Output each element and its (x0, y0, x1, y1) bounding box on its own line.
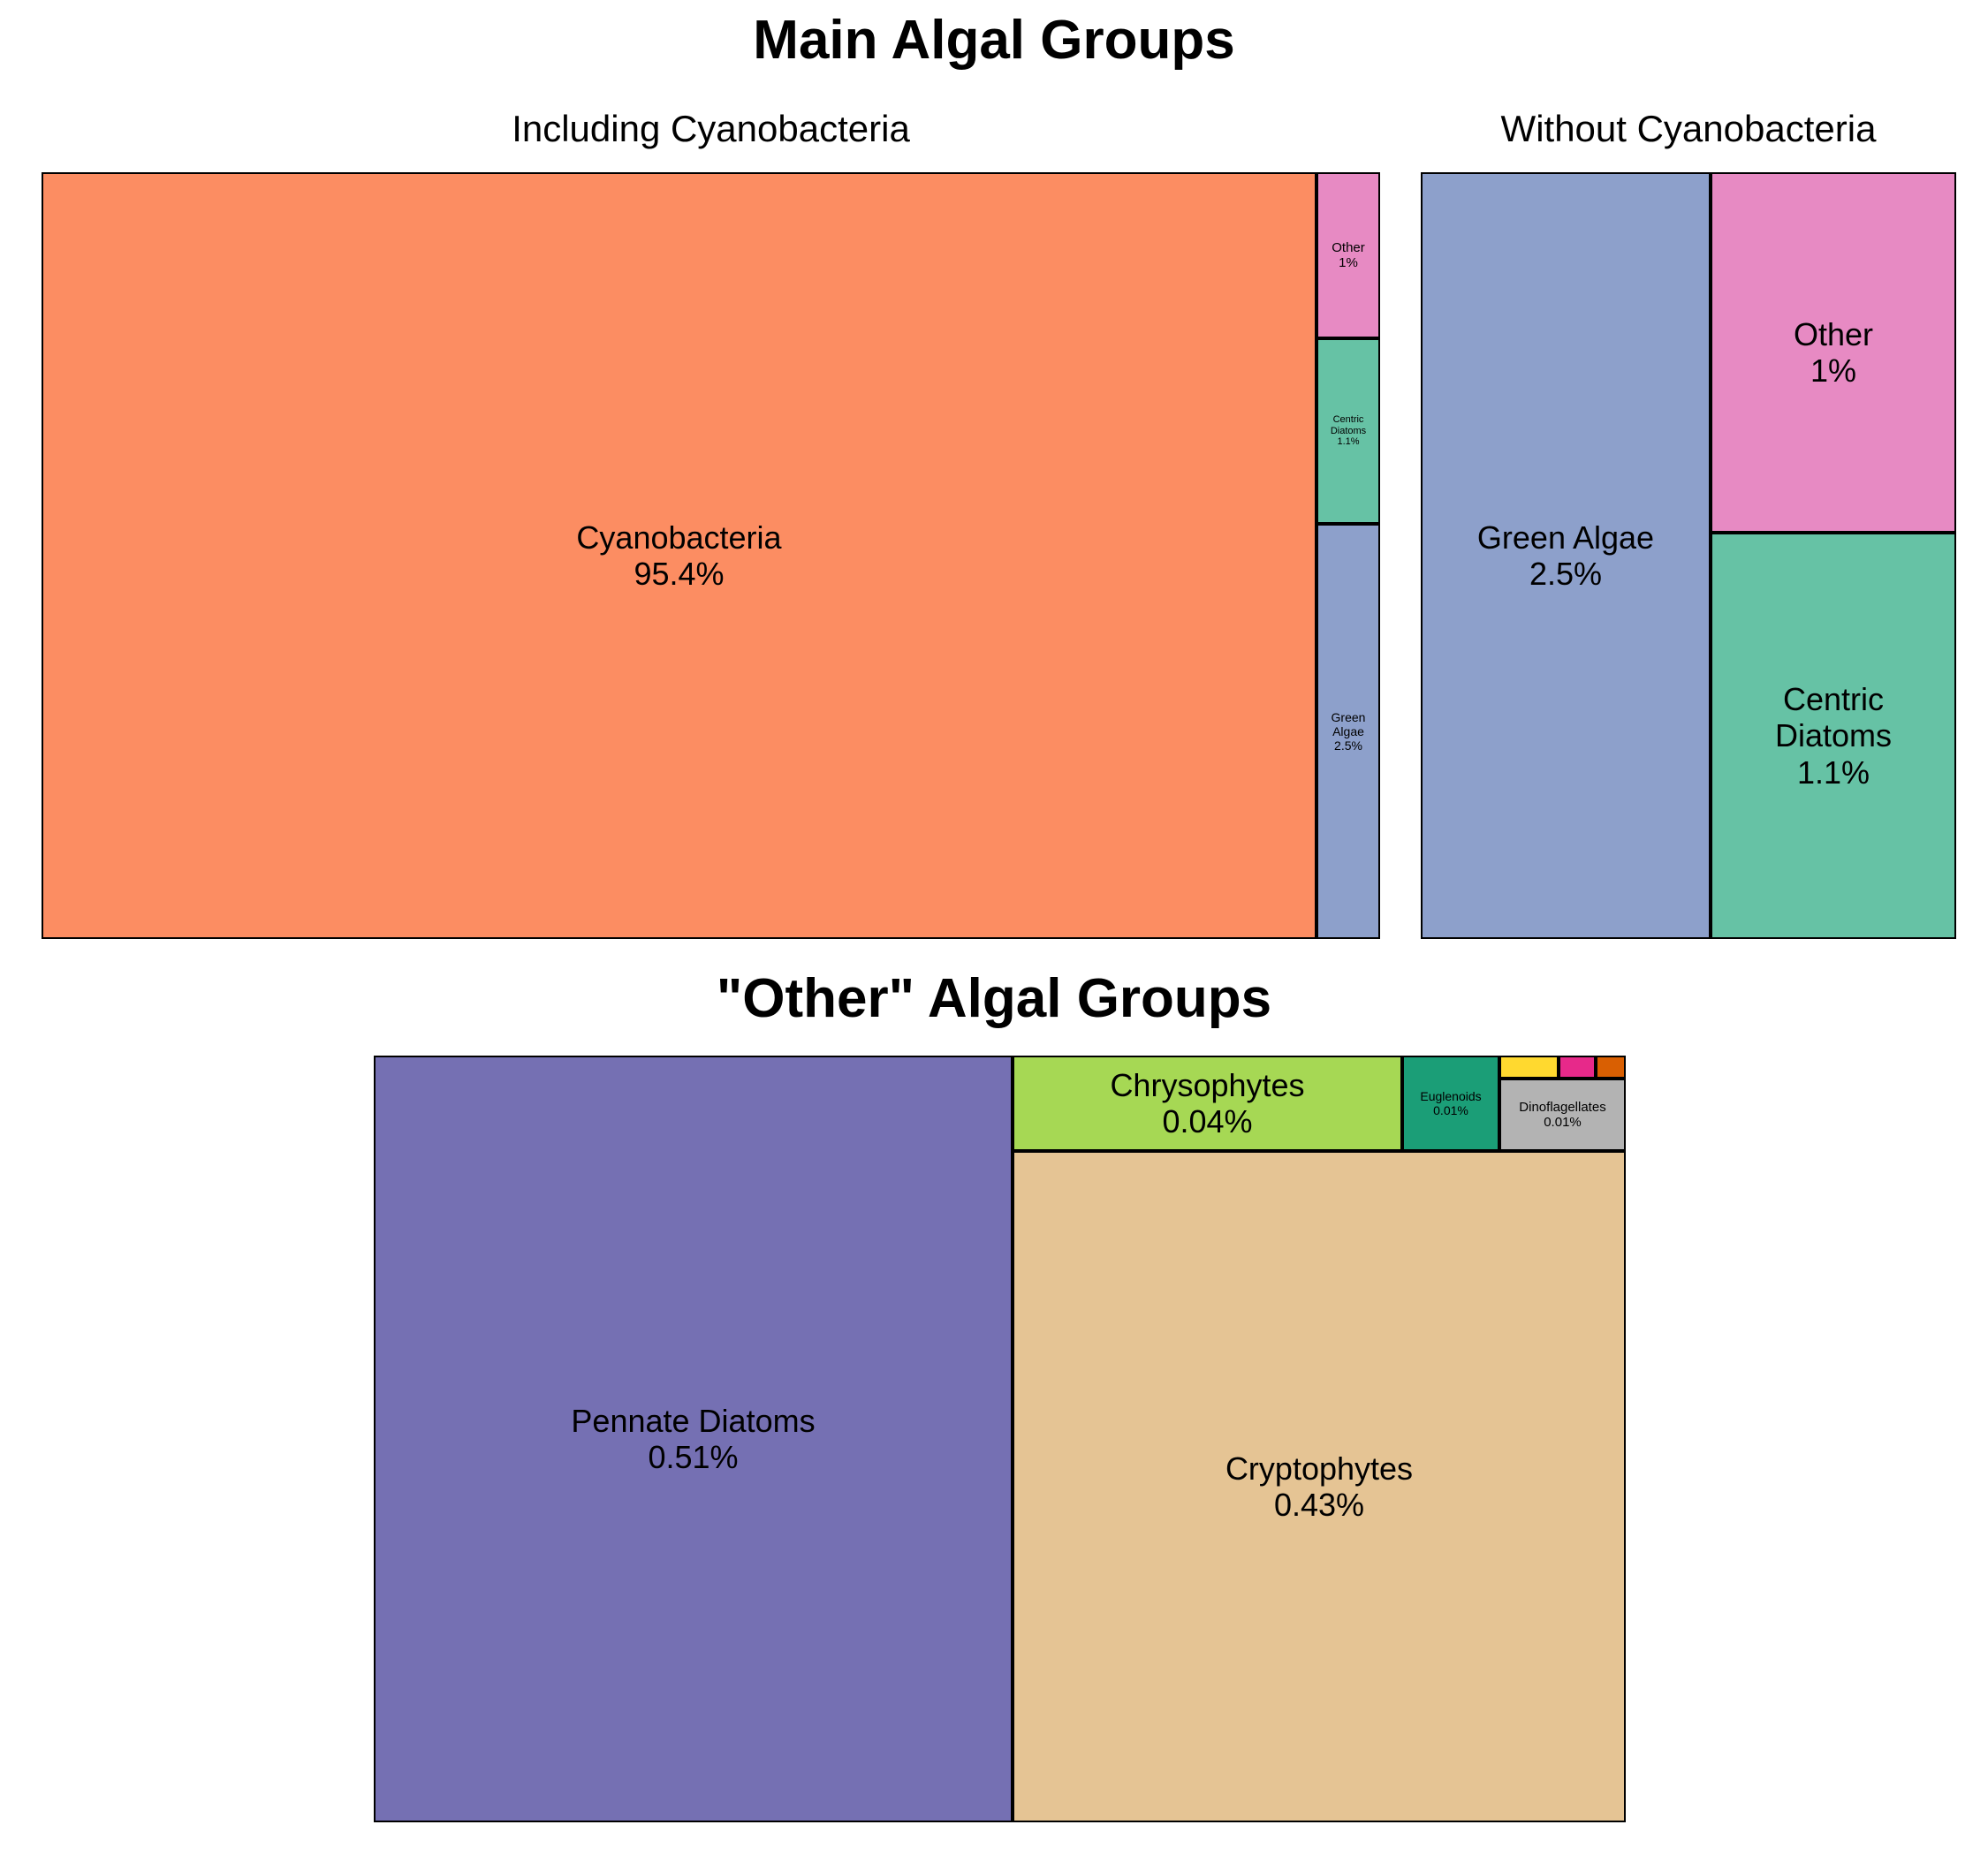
tile-pennate-diatoms: Pennate Diatoms 0.51% (374, 1056, 1013, 1822)
tile-euglenoids: Euglenoids 0.01% (1402, 1056, 1499, 1151)
tile-chrysophytes: Chrysophytes 0.04% (1013, 1056, 1402, 1151)
tile-centric-diatoms: Centric Diatoms 1.1% (1711, 533, 1956, 939)
tile-label: Centric Diatoms 1.1% (1330, 414, 1367, 448)
tile-label: Chrysophytes 0.04% (1110, 1066, 1305, 1140)
tile-label: Cryptophytes 0.43% (1225, 1450, 1414, 1523)
tile-label: Green Algae 2.5% (1331, 709, 1366, 753)
treemap-other-groups: Pennate Diatoms 0.51% Chrysophytes 0.04% E… (374, 1056, 1626, 1822)
tile-green-algae: Green Algae 2.5% (1421, 172, 1711, 939)
panel-title-including-cyanobacteria: Including Cyanobacteria (512, 108, 910, 149)
tile-label: Other 1% (1793, 315, 1874, 389)
tile-other: Other 1% (1711, 172, 1956, 533)
tile-label: Euglenoids 0.01% (1420, 1088, 1482, 1117)
tile-dinoflagellates: Dinoflagellates 0.01% (1499, 1079, 1626, 1151)
tile-small-group-orange (1596, 1056, 1626, 1079)
panel-title-without-cyanobacteria: Without Cyanobacteria (1500, 108, 1877, 149)
tile-label: Dinoflagellates 0.01% (1519, 1099, 1606, 1130)
tile-green-algae: Green Algae 2.5% (1316, 524, 1380, 939)
tile-label: Cyanobacteria 95.4% (576, 519, 782, 592)
main-chart-title: Main Algal Groups (753, 10, 1235, 71)
tile-label: Green Algae 2.5% (1476, 519, 1655, 592)
tile-label: Other 1% (1332, 239, 1365, 270)
other-chart-title: "Other" Algal Groups (716, 968, 1272, 1029)
treemap-including-cyanobacteria: Cyanobacteria 95.4% Other 1% Centric Diato… (42, 172, 1380, 939)
tile-cryptophytes: Cryptophytes 0.43% (1013, 1151, 1626, 1822)
tile-cyanobacteria: Cyanobacteria 95.4% (42, 172, 1316, 939)
treemap-without-cyanobacteria: Green Algae 2.5% Other 1% Centric Diatoms … (1421, 172, 1956, 939)
tile-other: Other 1% (1316, 172, 1380, 338)
tile-small-group-yellow (1499, 1056, 1559, 1079)
tile-small-group-magenta (1559, 1056, 1596, 1079)
tile-label: Pennate Diatoms 0.51% (571, 1402, 816, 1475)
tile-label: Centric Diatoms 1.1% (1774, 680, 1893, 791)
tile-centric-diatoms: Centric Diatoms 1.1% (1316, 338, 1380, 524)
